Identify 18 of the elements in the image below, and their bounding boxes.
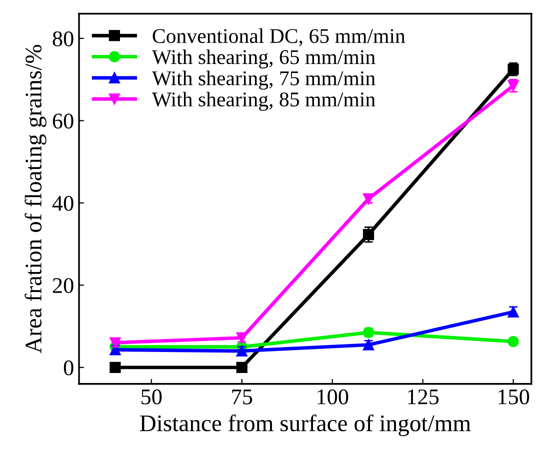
x-tick-label: 150 bbox=[498, 389, 530, 404]
y-axis-title: Area fration of floating grains/% bbox=[24, 44, 46, 354]
y-tick-label: 20 bbox=[52, 278, 74, 294]
y-tick-label: 0 bbox=[64, 360, 74, 376]
point bbox=[110, 362, 121, 373]
y-tick-label: 80 bbox=[52, 31, 74, 46]
legend-label: With shearing, 75 mm/min bbox=[152, 70, 376, 90]
point bbox=[236, 362, 248, 373]
x-tick-label: 75 bbox=[232, 390, 252, 404]
x-tick-label: 50 bbox=[142, 389, 162, 404]
x-axis-title: Distance from surface of ingot/mm bbox=[140, 414, 471, 436]
x-tick-label: 100 bbox=[318, 389, 348, 404]
y-tick-label: 60 bbox=[52, 114, 74, 129]
y-tick-label: 40 bbox=[52, 196, 74, 211]
legend-label: Conventional DC, 65 mm/min bbox=[152, 28, 406, 46]
legend-label: With shearing, 85 mm/min bbox=[152, 92, 376, 111]
legend-label: With shearing, 65 mm/min bbox=[152, 50, 376, 68]
x-tick-label: 125 bbox=[408, 389, 439, 404]
